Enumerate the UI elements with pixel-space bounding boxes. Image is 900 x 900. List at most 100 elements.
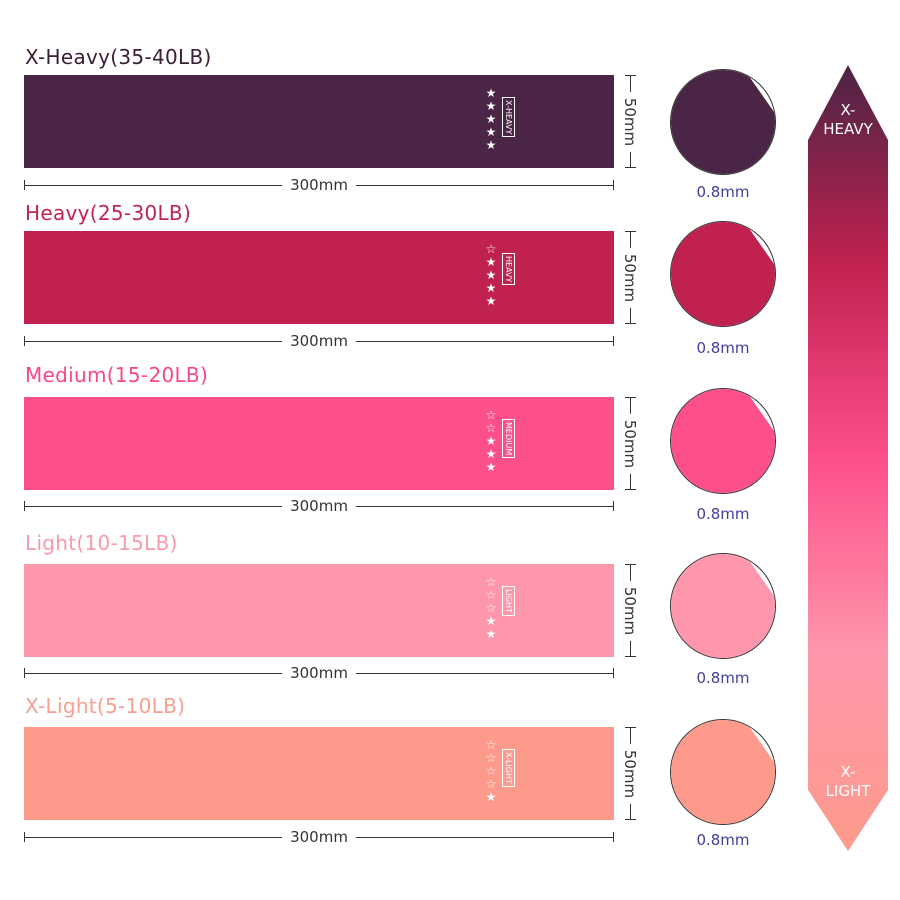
star-outline-icon: ☆ — [485, 601, 497, 615]
length-dimension: 300mm — [24, 497, 614, 515]
band-thickness-closeup — [670, 221, 776, 327]
star-outline-icon: ★ — [485, 460, 497, 474]
star-outline-icon: ★ — [485, 447, 497, 461]
width-label: 50mm — [621, 580, 639, 641]
length-label: 300mm — [282, 497, 356, 515]
width-dimension: 50mm — [621, 727, 640, 820]
band-thickness-closeup — [670, 553, 776, 659]
thickness-label: 0.8mm — [696, 183, 750, 201]
star-outline-icon: ★ — [485, 627, 497, 641]
band-fold — [671, 720, 775, 824]
thickness-label: 0.8mm — [696, 831, 750, 849]
width-label: 50mm — [621, 413, 639, 474]
dimension-cap — [24, 501, 25, 511]
dimension-cap — [613, 668, 614, 678]
length-dimension: 300mm — [24, 664, 614, 682]
band-swatch: ☆ ☆ ☆ ★ ★ LIGHT — [24, 564, 614, 657]
star-filled-icon: ★ — [485, 125, 497, 139]
strength-tag: HEAVY — [502, 253, 515, 286]
strength-tag: X-LIGHT — [502, 749, 515, 787]
band-thickness-closeup — [670, 719, 776, 825]
dimension-cap — [625, 656, 636, 657]
length-label: 300mm — [282, 332, 356, 350]
star-outline-icon: ☆ — [485, 751, 497, 765]
band-thickness-closeup — [670, 69, 776, 175]
star-filled-icon: ☆ — [485, 575, 497, 589]
band-title: X-Light(5-10LB) — [25, 694, 186, 718]
dimension-cap — [625, 323, 636, 324]
width-label: 50mm — [621, 743, 639, 804]
band-thickness-closeup — [670, 388, 776, 494]
length-label: 300mm — [282, 176, 356, 194]
band-fold — [671, 554, 775, 658]
strength-stars: ☆ ★ ★ ★ ★ — [484, 243, 498, 308]
band-swatch: ★ ★ ★ ★ ★ X-HEAVY — [24, 75, 614, 168]
thickness-label: 0.8mm — [696, 669, 750, 687]
band-swatch: ☆ ☆ ☆ ☆ ★ X-LIGHT — [24, 727, 614, 820]
width-dimension: 50mm — [621, 397, 640, 490]
dimension-cap — [613, 336, 614, 346]
star-filled-icon: ☆ — [485, 242, 497, 256]
thickness-label: 0.8mm — [696, 505, 750, 523]
thickness-label: 0.8mm — [696, 339, 750, 357]
length-label: 300mm — [282, 664, 356, 682]
star-filled-icon: ★ — [485, 255, 497, 269]
band-title: Medium(15-20LB) — [25, 363, 209, 387]
dimension-cap — [625, 231, 636, 232]
strength-stars: ☆ ☆ ☆ ★ ★ — [484, 576, 498, 641]
band-swatch: ☆ ★ ★ ★ ★ HEAVY — [24, 231, 614, 324]
length-dimension: 300mm — [24, 828, 614, 846]
band-title: X-Heavy(35-40LB) — [25, 45, 212, 69]
star-filled-icon: ☆ — [485, 588, 497, 602]
width-dimension: 50mm — [621, 564, 640, 657]
star-filled-icon: ★ — [485, 434, 497, 448]
star-filled-icon: ★ — [485, 112, 497, 126]
strength-stars: ★ ★ ★ ★ ★ — [484, 87, 498, 152]
dimension-cap — [613, 832, 614, 842]
band-fold — [671, 222, 775, 326]
strength-stars: ☆ ☆ ☆ ☆ ★ — [484, 739, 498, 804]
star-filled-icon: ☆ — [485, 408, 497, 422]
dimension-cap — [625, 167, 636, 168]
star-filled-icon: ☆ — [485, 738, 497, 752]
width-dimension: 50mm — [621, 75, 640, 168]
dimension-cap — [613, 180, 614, 190]
strength-tag: X-HEAVY — [502, 97, 515, 138]
star-filled-icon: ☆ — [485, 421, 497, 435]
scale-bottom-label: X- LIGHT — [825, 763, 871, 800]
dimension-cap — [24, 832, 25, 842]
star-filled-icon: ★ — [485, 99, 497, 113]
scale-top-label: X- HEAVY — [823, 101, 873, 138]
star-outline-icon: ★ — [485, 294, 497, 308]
star-filled-icon: ★ — [485, 281, 497, 295]
band-fold — [671, 389, 775, 493]
star-outline-icon: ★ — [485, 614, 497, 628]
star-filled-icon: ★ — [485, 86, 497, 100]
length-label: 300mm — [282, 828, 356, 846]
band-title: Light(10-15LB) — [25, 531, 178, 555]
strength-tag: MEDIUM — [502, 419, 515, 459]
star-outline-icon: ☆ — [485, 777, 497, 791]
dimension-cap — [625, 819, 636, 820]
band-title: Heavy(25-30LB) — [25, 201, 192, 225]
star-filled-icon: ★ — [485, 138, 497, 152]
dimension-cap — [625, 489, 636, 490]
band-fold — [671, 70, 775, 174]
dimension-cap — [24, 180, 25, 190]
strength-tag: LIGHT — [502, 586, 515, 616]
strength-stars: ☆ ☆ ★ ★ ★ — [484, 409, 498, 474]
dimension-cap — [625, 564, 636, 565]
width-dimension: 50mm — [621, 231, 640, 324]
width-label: 50mm — [621, 247, 639, 308]
length-dimension: 300mm — [24, 332, 614, 350]
star-outline-icon: ☆ — [485, 764, 497, 778]
intensity-scale-arrow — [808, 65, 888, 851]
dimension-cap — [24, 336, 25, 346]
band-swatch: ☆ ☆ ★ ★ ★ MEDIUM — [24, 397, 614, 490]
star-outline-icon: ★ — [485, 790, 497, 804]
width-label: 50mm — [621, 91, 639, 152]
star-filled-icon: ★ — [485, 268, 497, 282]
dimension-cap — [625, 397, 636, 398]
length-dimension: 300mm — [24, 176, 614, 194]
